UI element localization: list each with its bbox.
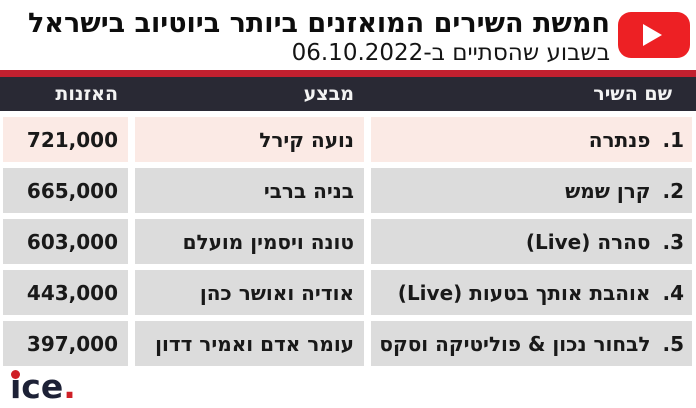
rank-label: 2. (662, 178, 684, 203)
song-cell: 1. פנתרה (371, 117, 692, 162)
ice-logo-text: ice (10, 367, 64, 406)
page-title: חמשת השירים המואזנים ביותר ביוטיוב בישרא… (27, 8, 610, 39)
listens-value: 397,000 (26, 331, 118, 356)
song-name: פנתרה (588, 127, 651, 152)
performer-cell: טונה ויסמין מועלם (135, 219, 364, 264)
song-cell: 4. אוהבת אותך בטעות (Live) (371, 270, 692, 315)
youtube-icon (618, 12, 690, 58)
listens-cell: 721,000 (3, 117, 128, 162)
listens-cell: 397,000 (3, 321, 128, 366)
listens-value: 603,000 (26, 229, 118, 254)
listens-value: 721,000 (26, 127, 118, 152)
song-cell: 2. קרן שמש (371, 168, 692, 213)
performer-cell: בניה ברבי (135, 168, 364, 213)
table-row: 1. פנתרה נועה קירל 721,000 (0, 117, 696, 162)
listens-value: 443,000 (26, 280, 118, 305)
column-header-performer: מבצע (303, 83, 354, 105)
listens-cell: 603,000 (3, 219, 128, 264)
column-header-listens: האזנות (55, 83, 118, 105)
performer-name: בניה ברבי (263, 178, 354, 203)
table-header: שם השיר מבצע האזנות (0, 77, 696, 111)
rank-label: 4. (662, 280, 684, 305)
masthead: חמשת השירים המואזנים ביותר ביוטיוב בישרא… (0, 0, 696, 70)
listens-cell: 443,000 (3, 270, 128, 315)
performer-cell: נועה קירל (135, 117, 364, 162)
performer-name: טונה ויסמין מועלם (182, 229, 354, 254)
play-icon (642, 24, 662, 46)
page-subtitle: בשבוע שהסתיים ב-06.10.2022 (291, 40, 610, 66)
rank-label: 3. (662, 229, 684, 254)
ice-logo-dot: . (63, 367, 76, 406)
column-header-song: שם השיר (593, 83, 672, 105)
performer-name: נועה קירל (259, 127, 354, 152)
listens-cell: 665,000 (3, 168, 128, 213)
rank-label: 5. (662, 331, 684, 356)
rank-label: 1. (662, 127, 684, 152)
table-row: 3. סהרה (Live) טונה ויסמין מועלם 603,000 (0, 219, 696, 264)
song-name: לבחור נכון & פוליטיקה וסקס (379, 331, 651, 356)
song-cell: 3. סהרה (Live) (371, 219, 692, 264)
listens-value: 665,000 (26, 178, 118, 203)
ice-logo: ice. (10, 370, 76, 403)
song-name: אוהבת אותך בטעות (Live) (397, 280, 651, 305)
performer-name: אודיה ואושר כהן (199, 280, 354, 305)
song-name: קרן שמש (565, 178, 651, 203)
performer-name: עומר אדם ואמיר דדון (155, 331, 354, 356)
song-name: סהרה (Live) (525, 229, 651, 254)
table-row: 4. אוהבת אותך בטעות (Live) אודיה ואושר כ… (0, 270, 696, 315)
performer-cell: אודיה ואושר כהן (135, 270, 364, 315)
table-row: 5. לבחור נכון & פוליטיקה וסקס עומר אדם ו… (0, 321, 696, 366)
table-row: 2. קרן שמש בניה ברבי 665,000 (0, 168, 696, 213)
performer-cell: עומר אדם ואמיר דדון (135, 321, 364, 366)
rows-container: 1. פנתרה נועה קירל 721,000 2. קרן שמש בנ… (0, 117, 696, 366)
title-block: חמשת השירים המואזנים ביותר ביוטיוב בישרא… (28, 7, 610, 70)
song-cell: 5. לבחור נכון & פוליטיקה וסקס (371, 321, 692, 366)
red-divider (0, 70, 696, 77)
